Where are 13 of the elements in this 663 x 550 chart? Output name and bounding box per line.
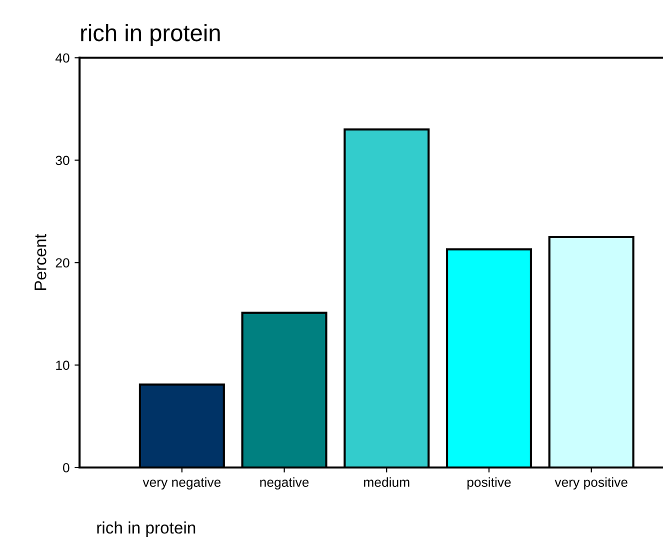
x-tick-label: very positive [554,477,628,490]
y-tick-label: 30 [56,156,70,166]
y-tick-label: 40 [55,53,70,63]
y-tick-label: 0 [63,463,70,472]
y-axis-title: Percent [34,234,46,290]
x-axis-title: rich in protein [97,521,196,537]
x-tick-label: very negative [142,477,221,490]
y-tick-label: 10 [56,360,70,370]
x-tick-label: negative [260,477,309,490]
chart-title: rich in protein [81,24,220,46]
y-tick-label: 20 [56,258,70,268]
x-tick-label: medium [364,477,410,487]
x-tick-label: positive [467,477,511,490]
